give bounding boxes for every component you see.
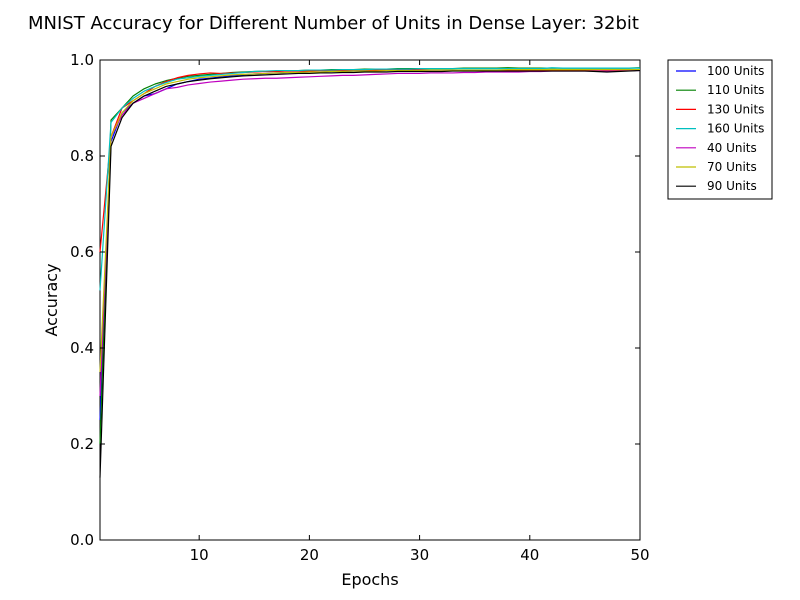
x-axis-label: Epochs: [341, 570, 398, 589]
legend-label-130-units: 130 Units: [707, 102, 764, 116]
x-tick-label: 20: [300, 546, 319, 564]
legend-label-90-units: 90 Units: [707, 179, 757, 193]
legend-label-100-units: 100 Units: [707, 64, 764, 78]
series-line-70-units: [99, 68, 640, 373]
y-tick-label: 0.8: [70, 147, 94, 165]
legend-label-160-units: 160 Units: [707, 122, 764, 136]
series-line-90-units: [99, 69, 641, 478]
tick-layer: 10 20 30 40 50 0.0 0.2 0.4 0.6 0.8 1.0: [70, 51, 649, 564]
plot-area: 10 20 30 40 50 0.0 0.2 0.4 0.6 0.8 1.0: [70, 51, 649, 564]
series-line-160-units: [99, 67, 640, 291]
plot-frame: [99, 59, 641, 541]
x-tick-label: 30: [410, 546, 429, 564]
legend-items: 100 Units 110 Units 130 Units 160 Units 40 U…: [676, 64, 764, 193]
x-tick-label: 50: [630, 546, 649, 564]
legend: 100 Units 110 Units 130 Units 160 Units 40 U…: [667, 59, 773, 200]
y-tick-label: 0.4: [70, 339, 94, 357]
legend-label-40-units: 40 Units: [707, 141, 757, 155]
legend-label-70-units: 70 Units: [707, 160, 757, 174]
x-tick-label: 10: [190, 546, 209, 564]
x-tick-label: 40: [520, 546, 539, 564]
legend-label-110-units: 110 Units: [707, 83, 764, 97]
legend-frame: [667, 59, 773, 200]
y-tick-label: 0.2: [70, 435, 94, 453]
series-layer: [99, 67, 641, 478]
y-tick-label: 0.6: [70, 243, 94, 261]
y-tick-label: 1.0: [70, 51, 94, 69]
chart-title: MNIST Accuracy for Different Number of U…: [28, 13, 639, 34]
y-axis-label: Accuracy: [42, 263, 61, 336]
y-tick-label: 0.0: [70, 531, 94, 549]
